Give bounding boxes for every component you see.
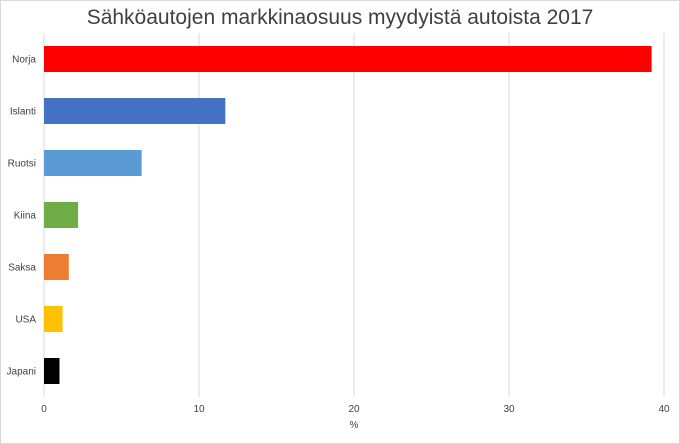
x-axis-label: % — [350, 420, 359, 431]
bar-usa — [44, 306, 63, 332]
bar-islanti — [44, 98, 226, 124]
x-tick-label: 10 — [193, 404, 205, 415]
x-tick-label: 0 — [41, 404, 47, 415]
bar-saksa — [44, 254, 69, 280]
bar-japani — [44, 358, 60, 384]
bar-norja — [44, 46, 652, 72]
category-label: Islanti — [10, 107, 36, 118]
category-label: Japani — [7, 367, 36, 378]
bar-kiina — [44, 202, 79, 228]
category-label: USA — [15, 315, 36, 326]
chart-title: Sähköautojen markkinaosuus myydyistä aut… — [86, 6, 594, 29]
category-label: Norja — [12, 55, 36, 66]
x-tick-label: 30 — [503, 404, 515, 415]
x-tick-label: 20 — [348, 404, 360, 415]
category-label: Ruotsi — [8, 159, 36, 170]
category-label: Saksa — [8, 263, 36, 274]
category-label: Kiina — [14, 211, 37, 222]
bar-ruotsi — [44, 150, 142, 176]
x-tick-label: 40 — [658, 404, 670, 415]
